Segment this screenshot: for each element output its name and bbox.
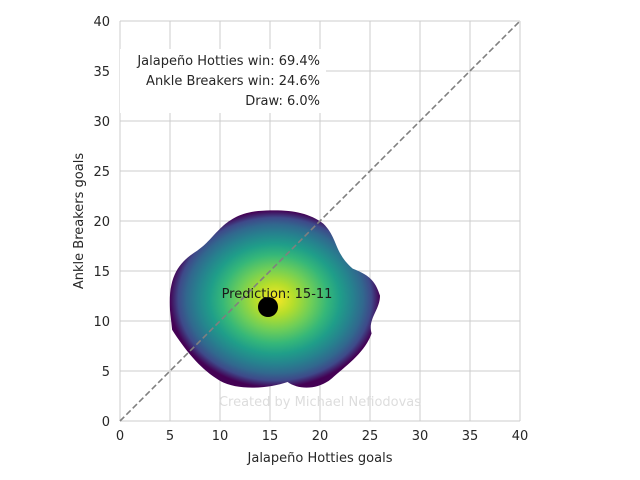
credit-text: Created by Michael Nefiodovas [219,395,421,410]
x-tick-label-30: 30 [412,429,429,444]
x-tick-label-25: 25 [362,429,379,444]
x-tick-label-40: 40 [512,429,529,444]
y-tick-label-5: 5 [102,365,110,380]
x-tick-label-35: 35 [462,429,479,444]
x-tick-label-5: 5 [166,429,174,444]
diagonal-line [119,20,521,422]
chart-marks: Prediction: 15-11 [222,287,333,317]
win-line-home: Jalapeño Hotties win: 69.4% [136,54,320,69]
x-tick-label-0: 0 [116,429,124,444]
win-line-away: Ankle Breakers win: 24.6% [146,74,320,89]
win-probability-box: Jalapeño Hotties win: 69.4% Ankle Breake… [120,49,326,113]
x-tick-label-15: 15 [262,429,279,444]
prediction-label: Prediction: 15-11 [222,287,333,302]
y-tick-label-20: 20 [93,215,110,230]
y-tick-label-40: 40 [93,15,110,30]
y-tick-label-15: 15 [93,265,110,280]
y-tick-label-0: 0 [102,415,110,430]
density-shape [169,210,380,388]
prediction-point [258,297,278,317]
y-tick-label-35: 35 [93,65,110,80]
y-tick-label-10: 10 [93,315,110,330]
y-tick-label-25: 25 [93,165,110,180]
density-blob [169,210,380,388]
y-tick-label-30: 30 [93,115,110,130]
x-axis-title: Jalapeño Hotties goals [247,451,393,466]
x-tick-label-10: 10 [212,429,229,444]
tick-labels: 0 5 10 15 20 25 30 35 40 0 5 10 15 20 25 30 35 40 [93,15,528,444]
x-tick-label-20: 20 [312,429,329,444]
win-line-draw: Draw: 6.0% [245,94,320,109]
diagonal-dashed-line [119,20,521,422]
y-axis-title: Ankle Breakers goals [72,153,87,289]
